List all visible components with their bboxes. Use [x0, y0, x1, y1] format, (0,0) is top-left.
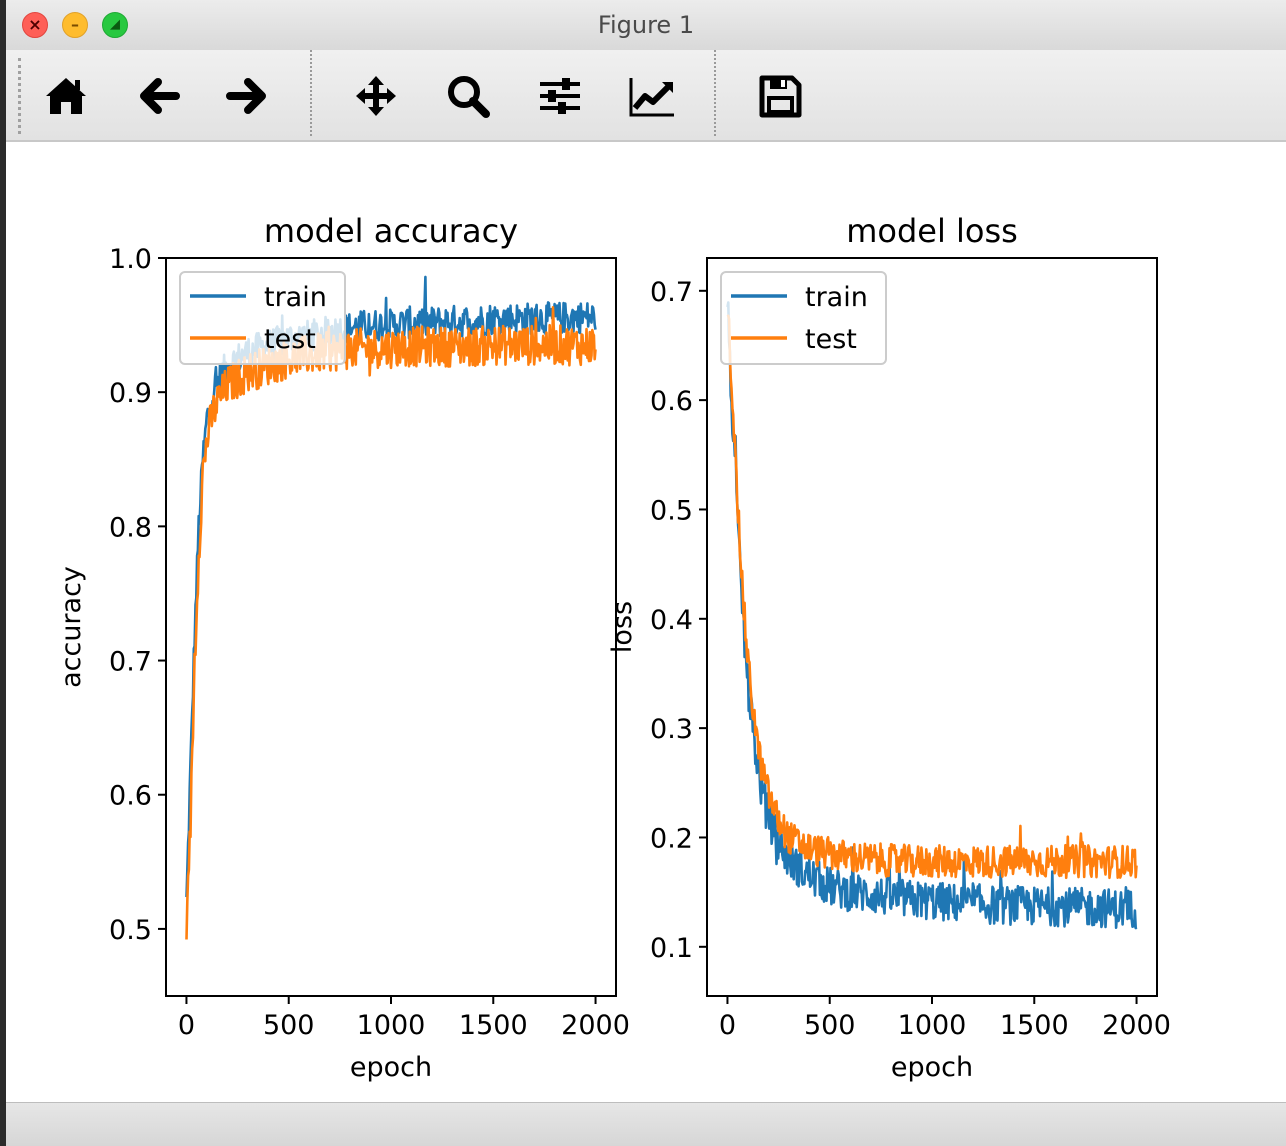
pan-button[interactable] — [352, 72, 400, 120]
y-tick-label: 0.8 — [109, 512, 152, 543]
series-line-test — [185, 306, 597, 940]
x-tick-label: 2000 — [561, 1010, 630, 1041]
minimize-button[interactable]: – — [62, 12, 88, 38]
save-button[interactable] — [756, 72, 804, 120]
home-icon — [46, 78, 86, 114]
y-tick-label: 0.2 — [650, 823, 693, 854]
toolbar-handle[interactable] — [18, 58, 21, 134]
close-button[interactable]: × — [22, 12, 48, 38]
x-tick-label: 0 — [719, 1010, 736, 1041]
legend-label-train: train — [264, 282, 327, 313]
chart-title: model accuracy — [264, 212, 518, 250]
legend-label-test: test — [805, 324, 857, 355]
x-axis-label: epoch — [350, 1052, 432, 1083]
maximize-icon: ◢ — [110, 17, 120, 32]
search-icon — [448, 76, 490, 118]
close-icon: × — [28, 15, 42, 34]
figure-window: × – ◢ Figure 1 — [6, 0, 1286, 1146]
y-tick-label: 0.9 — [109, 378, 152, 409]
y-axis-label: accuracy — [56, 566, 87, 688]
figure-svg: 0 500 1000 1500 2000 0.5 0.6 0.7 0.8 0.9 1.0 model … — [56, 212, 1171, 1083]
edit-axis-button[interactable] — [628, 72, 676, 120]
toolbar-separator — [310, 50, 312, 136]
x-tick-label: 500 — [804, 1010, 856, 1041]
back-button[interactable] — [134, 72, 182, 120]
series-line-train — [726, 301, 1138, 930]
x-tick-label: 500 — [263, 1010, 315, 1041]
home-button[interactable] — [42, 72, 90, 120]
y-tick-label: 0.6 — [109, 781, 152, 812]
status-bar — [6, 1102, 1286, 1146]
legend-label-test: test — [264, 324, 316, 355]
figure-canvas[interactable]: 0 500 1000 1500 2000 0.5 0.6 0.7 0.8 0.9 1.0 model … — [6, 142, 1286, 1102]
chart-line-icon — [629, 78, 674, 117]
legend-label-train: train — [805, 282, 868, 313]
window-title: Figure 1 — [597, 11, 695, 39]
chart-title: model loss — [846, 212, 1018, 250]
y-tick-label: 0.5 — [109, 915, 152, 946]
x-tick-label: 1500 — [459, 1010, 528, 1041]
y-tick-label: 0.7 — [109, 647, 152, 678]
y-axis-label: loss — [607, 601, 638, 653]
x-tick-label: 1000 — [898, 1010, 967, 1041]
x-tick-label: 0 — [178, 1010, 195, 1041]
y-tick-label: 0.1 — [650, 933, 693, 964]
configure-subplots-button[interactable] — [536, 72, 584, 120]
series-line-test — [726, 314, 1138, 880]
x-tick-label: 2000 — [1102, 1010, 1171, 1041]
y-tick-label: 1.0 — [109, 244, 152, 275]
sliders-icon — [540, 78, 580, 114]
y-tick-label: 0.6 — [650, 386, 693, 417]
save-icon — [759, 75, 802, 118]
y-tick-label: 0.5 — [650, 495, 693, 526]
zoom-button[interactable] — [444, 72, 492, 120]
y-tick-label: 0.4 — [650, 605, 693, 636]
toolbar — [6, 50, 1286, 142]
x-axis-label: epoch — [891, 1052, 973, 1083]
maximize-button[interactable]: ◢ — [102, 12, 128, 38]
x-tick-label: 1500 — [1000, 1010, 1069, 1041]
title-bar: × – ◢ Figure 1 — [6, 0, 1286, 51]
arrow-left-icon — [140, 78, 180, 114]
forward-button[interactable] — [224, 72, 272, 120]
toolbar-separator — [714, 50, 716, 136]
move-icon — [356, 76, 396, 116]
arrow-right-icon — [226, 78, 266, 114]
y-tick-label: 0.7 — [650, 277, 693, 308]
y-tick-label: 0.3 — [650, 714, 693, 745]
minimize-icon: – — [71, 15, 79, 34]
x-tick-label: 1000 — [357, 1010, 426, 1041]
